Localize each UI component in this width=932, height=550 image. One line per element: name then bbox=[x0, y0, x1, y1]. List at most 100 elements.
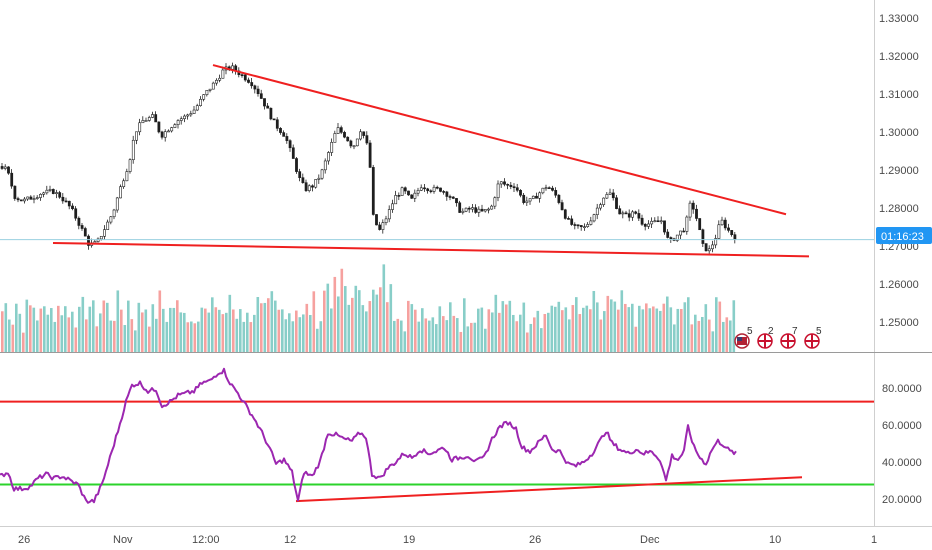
candlestick bbox=[189, 110, 193, 117]
candlestick bbox=[490, 204, 494, 210]
time-tick: Dec bbox=[640, 534, 660, 546]
volume-bar bbox=[298, 317, 302, 352]
rsi-trendline[interactable] bbox=[295, 476, 803, 503]
candlestick bbox=[663, 220, 666, 235]
volume-bar bbox=[680, 308, 683, 352]
candlestick bbox=[455, 198, 458, 207]
candlestick bbox=[323, 158, 327, 174]
event-marker[interactable]: 5 bbox=[734, 326, 753, 349]
time-tick: 26 bbox=[529, 534, 541, 546]
volume-bar bbox=[729, 320, 732, 352]
price-tick: 1.32000 bbox=[879, 51, 919, 63]
volume-bar bbox=[155, 318, 158, 352]
time-axis[interactable]: 26 Nov 12:00 12 19 26 Dec 10 1 bbox=[18, 534, 877, 546]
event-marker[interactable]: 5 bbox=[804, 326, 822, 349]
volume-bar bbox=[130, 319, 134, 352]
candlestick bbox=[272, 118, 276, 121]
volume-bar bbox=[67, 317, 71, 352]
candlestick bbox=[55, 189, 58, 199]
candlestick bbox=[730, 229, 734, 237]
event-marker[interactable]: 7 bbox=[780, 326, 798, 349]
volume-bar bbox=[718, 301, 722, 352]
candlestick bbox=[695, 204, 698, 222]
candlestick bbox=[426, 187, 430, 194]
candlestick bbox=[157, 121, 161, 134]
candlestick bbox=[112, 208, 116, 220]
rsi-axis[interactable]: 80.0000 60.0000 40.0000 20.0000 bbox=[882, 383, 922, 506]
candlestick bbox=[23, 196, 26, 204]
volume-bar bbox=[11, 324, 15, 352]
volume-bar bbox=[316, 328, 319, 352]
volume-bar bbox=[561, 310, 564, 352]
volume-bar bbox=[81, 296, 85, 352]
volume-bar bbox=[627, 307, 631, 352]
candlestick bbox=[375, 214, 378, 226]
candlestick bbox=[714, 234, 718, 249]
rsi-pane[interactable] bbox=[0, 354, 874, 526]
price-tick: 1.31000 bbox=[879, 89, 919, 101]
volume-bar bbox=[638, 305, 641, 352]
candlestick bbox=[163, 129, 167, 142]
candlestick bbox=[544, 184, 548, 191]
candlestick bbox=[29, 195, 33, 200]
volume-bar bbox=[452, 315, 456, 352]
trendline[interactable] bbox=[52, 241, 810, 258]
candlestick bbox=[487, 207, 490, 214]
candlestick bbox=[541, 187, 545, 195]
volume-bar bbox=[603, 311, 606, 352]
volume-bar bbox=[50, 308, 53, 352]
volume-bar bbox=[347, 304, 351, 352]
candlestick bbox=[26, 196, 30, 201]
rsi-tick: 40.0000 bbox=[882, 457, 922, 469]
candlestick bbox=[19, 199, 23, 202]
volume-bar bbox=[365, 311, 368, 352]
candlestick bbox=[327, 151, 330, 165]
volume-bar bbox=[74, 327, 78, 352]
trendline[interactable] bbox=[212, 64, 787, 216]
candlestick bbox=[144, 117, 148, 122]
time-tick: Nov bbox=[113, 534, 133, 546]
economic-events[interactable]: 5 2 7 5 bbox=[734, 326, 822, 349]
candlestick bbox=[215, 78, 218, 86]
volume-bar bbox=[393, 320, 396, 352]
volume-bar bbox=[683, 302, 687, 352]
candlestick bbox=[154, 111, 158, 123]
volume-bar bbox=[512, 314, 515, 352]
volume-bar bbox=[253, 314, 256, 352]
volume-bar bbox=[410, 304, 414, 352]
volume-bar bbox=[487, 309, 491, 352]
volume-bar bbox=[256, 297, 260, 352]
volume-bar bbox=[337, 296, 340, 352]
candlesticks bbox=[0, 62, 874, 255]
candlestick bbox=[291, 144, 295, 159]
candlestick bbox=[125, 168, 129, 182]
candlestick bbox=[304, 179, 308, 193]
price-pane[interactable] bbox=[0, 0, 874, 352]
trendlines[interactable] bbox=[52, 64, 810, 258]
candlestick bbox=[3, 164, 7, 171]
candlestick bbox=[247, 77, 250, 84]
candlestick bbox=[352, 145, 356, 150]
volume-bar bbox=[494, 294, 498, 352]
candlestick bbox=[570, 215, 574, 226]
volume-bar bbox=[22, 332, 25, 352]
volume-bar bbox=[235, 318, 239, 352]
candlestick bbox=[627, 209, 631, 222]
candlestick bbox=[48, 185, 52, 193]
candlestick bbox=[535, 192, 538, 199]
candlestick bbox=[647, 220, 650, 230]
candlestick bbox=[183, 114, 186, 123]
price-axis[interactable]: 1.33000 1.32000 1.31000 1.30000 1.29000 … bbox=[879, 13, 919, 329]
volume-bar bbox=[480, 307, 484, 352]
event-marker[interactable]: 2 bbox=[757, 326, 774, 349]
volume-bar bbox=[613, 301, 617, 352]
candlestick bbox=[32, 195, 36, 204]
volume-bar bbox=[445, 320, 449, 352]
volume-bar bbox=[165, 321, 169, 352]
volume-bar bbox=[204, 308, 207, 352]
price-tick: 1.26000 bbox=[879, 279, 919, 291]
volume-bar bbox=[274, 300, 277, 352]
rsi-tick: 20.0000 bbox=[882, 494, 922, 506]
candlestick bbox=[643, 223, 647, 231]
